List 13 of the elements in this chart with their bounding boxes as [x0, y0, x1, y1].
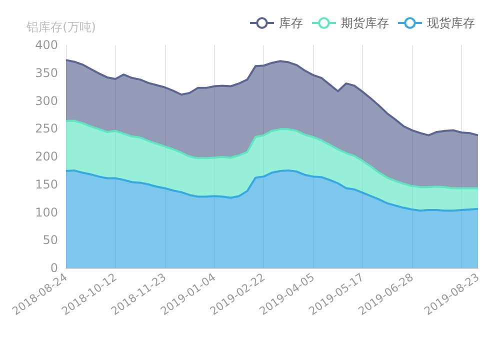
- y-tick-label: 0: [50, 261, 58, 275]
- y-tick-label: 250: [35, 122, 58, 136]
- legend-label: 期货库存: [341, 16, 389, 30]
- y-tick-label: 350: [35, 66, 58, 80]
- legend-label: 库存: [279, 16, 303, 30]
- y-tick-label: 100: [35, 205, 58, 220]
- y-axis-title: 铝库存(万吨): [26, 20, 96, 34]
- y-tick-label: 150: [35, 177, 58, 192]
- y-tick-label: 200: [35, 150, 58, 164]
- y-tick-label: 400: [35, 38, 58, 52]
- legend-label: 现货库存: [427, 16, 475, 30]
- y-tick-label: 300: [35, 94, 58, 108]
- y-tick-label: 50: [42, 233, 58, 248]
